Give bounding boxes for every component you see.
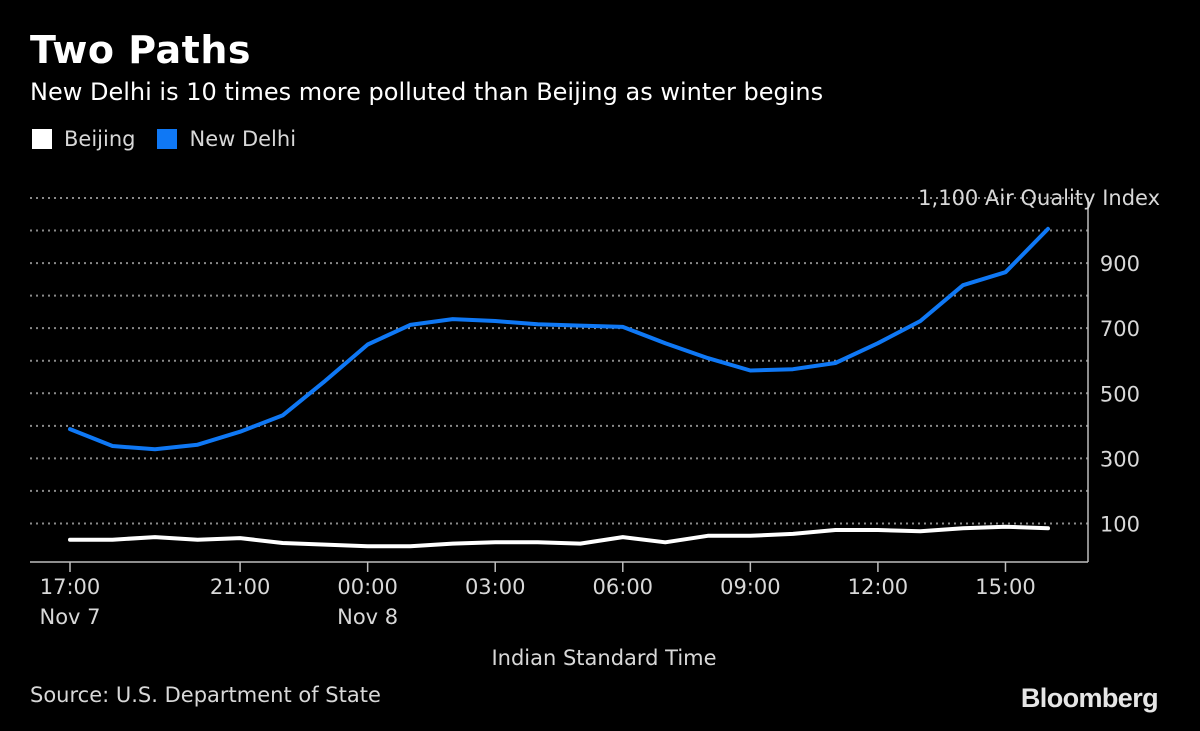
series-layer <box>68 226 1050 549</box>
legend-label-new-delhi: New Delhi <box>189 127 297 151</box>
axis-layer <box>30 198 1089 572</box>
legend-label-beijing: Beijing <box>64 127 136 151</box>
chart-subtitle: New Delhi is 10 times more polluted than… <box>30 78 824 106</box>
y-tick-label-100: 100 <box>1100 512 1140 536</box>
legend: Beijing New Delhi <box>32 127 318 151</box>
x-tick-label-09:00: 09:00 <box>720 575 781 599</box>
chart-title: Two Paths <box>30 28 251 72</box>
x-tick-label-17:00: 17:00 <box>40 575 101 599</box>
x-tick-label-06:00: 06:00 <box>593 575 654 599</box>
x-tick-label-21:00: 21:00 <box>210 575 271 599</box>
y-tick-label-500: 500 <box>1100 382 1140 406</box>
x-tick-label-12:00: 12:00 <box>848 575 909 599</box>
grid-layer <box>30 197 1088 525</box>
label-layer: 1,100 Air Quality Index Indian Standard … <box>39 186 1160 670</box>
y-tick-label-900: 900 <box>1100 252 1140 276</box>
legend-item-new-delhi: New Delhi <box>157 127 296 151</box>
y-axis-top-label: 1,100 Air Quality Index <box>918 186 1160 210</box>
series-line-new-delhi <box>68 226 1050 452</box>
y-tick-label-700: 700 <box>1100 317 1140 341</box>
x-tick-label-15:00: 15:00 <box>975 575 1036 599</box>
bloomberg-logo: Bloomberg <box>1020 683 1159 713</box>
y-tick-label-300: 300 <box>1100 447 1140 471</box>
x-tick-label-03:00: 03:00 <box>465 575 526 599</box>
series-line-beijing <box>68 524 1050 549</box>
legend-swatch-beijing <box>32 129 52 149</box>
source-note: Source: U.S. Department of State <box>30 683 381 707</box>
x-tick-sublabel-nov-7: Nov 7 <box>39 605 100 629</box>
legend-swatch-new-delhi <box>157 129 178 149</box>
x-axis-title: Indian Standard Time <box>491 646 716 670</box>
x-tick-label-00:00: 00:00 <box>337 575 398 599</box>
x-tick-sublabel-nov-8: Nov 8 <box>337 605 398 629</box>
legend-item-beijing: Beijing <box>32 127 135 151</box>
